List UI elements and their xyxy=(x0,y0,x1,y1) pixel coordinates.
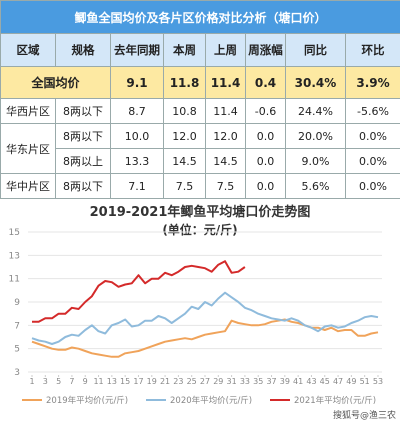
x-tick-label: 31 xyxy=(227,377,237,386)
table-cell: 9.0% xyxy=(285,148,346,174)
table-cell: -5.6% xyxy=(344,98,400,124)
table-cell: 14.5 xyxy=(163,148,206,174)
table-cell: 11.4 xyxy=(205,66,246,99)
x-tick-label: 41 xyxy=(293,377,303,386)
x-tick-label: 49 xyxy=(346,377,356,386)
legend-label: 2019年平均价(元/斤) xyxy=(46,395,128,406)
x-tick-label: 27 xyxy=(200,377,210,386)
watermark: 搜狐号@渔三农 xyxy=(333,409,396,421)
chart-subtitle: (单位：元/斤) xyxy=(162,222,237,237)
x-tick-label: 23 xyxy=(173,377,183,386)
y-tick-label: 13 xyxy=(9,251,20,261)
table-cell: 20.0% xyxy=(285,123,346,149)
table-cell: 规格 xyxy=(55,33,111,67)
x-tick-label: 37 xyxy=(266,377,276,386)
table-cell: 7.5 xyxy=(205,173,246,199)
series-line xyxy=(32,260,246,323)
legend-label: 2021年平均价(元/斤) xyxy=(294,395,376,406)
table-cell: 7.1 xyxy=(110,173,164,199)
table-cell: 8两以下 xyxy=(55,123,111,149)
table-cell: 11.8 xyxy=(163,66,206,99)
x-tick-label: 3 xyxy=(43,377,48,386)
table-cell: 8两以下 xyxy=(55,98,111,124)
table-cell: 14.5 xyxy=(205,148,246,174)
x-tick-label: 15 xyxy=(120,377,130,386)
y-tick-label: 5 xyxy=(14,345,20,355)
table-cell: 0.0 xyxy=(245,173,286,199)
table-cell: 周涨幅 xyxy=(245,33,286,67)
table-cell: 9.1 xyxy=(110,66,164,99)
table-cell: 华西片区 xyxy=(0,98,56,124)
chart: 2019-2021年鲫鱼平均塘口价走势图 (单位：元/斤) 3579111315… xyxy=(9,204,396,421)
table-title: 鲫鱼全国均价及各片区价格对比分析（塘口价） xyxy=(0,0,400,34)
x-tick-label: 25 xyxy=(187,377,197,386)
x-tick-label: 47 xyxy=(333,377,343,386)
x-tick-label: 5 xyxy=(56,377,61,386)
table-cell: 10.8 xyxy=(163,98,206,124)
x-tick-label: 33 xyxy=(240,377,250,386)
legend-label: 2020年平均价(元/斤) xyxy=(170,395,252,406)
table-cell: 7.5 xyxy=(163,173,206,199)
table-cell: 0.0 xyxy=(245,148,286,174)
x-tick-label: 9 xyxy=(83,377,88,386)
x-tick-label: 39 xyxy=(280,377,290,386)
table-cell: 8两以下 xyxy=(55,173,111,199)
table-cell: 华中片区 xyxy=(0,173,56,199)
x-tick-label: 13 xyxy=(107,377,117,386)
table-cell: 0.0% xyxy=(344,148,400,174)
chart-title: 2019-2021年鲫鱼平均塘口价走势图 xyxy=(90,204,311,220)
x-tick-label: 43 xyxy=(306,377,316,386)
table-cell: 3.9% xyxy=(344,66,400,99)
x-tick-label: 35 xyxy=(253,377,263,386)
table-cell: 11.4 xyxy=(205,98,246,124)
y-tick-label: 11 xyxy=(9,275,20,285)
x-tick-label: 29 xyxy=(213,377,223,386)
price-table: 鲫鱼全国均价及各片区价格对比分析（塘口价） 区域 规格 去年同期 本周 上周 周涨幅 同比环… xyxy=(0,0,400,199)
x-tick-label: 53 xyxy=(373,377,383,386)
table-cell: 10.0 xyxy=(110,123,164,149)
table-cell: 全国均价 xyxy=(0,66,111,99)
table-cell: 8两以上 xyxy=(55,148,111,174)
table-cell: 0.0% xyxy=(344,123,400,149)
table-cell: -0.6 xyxy=(245,98,286,124)
table-cell: 去年同期 xyxy=(110,33,164,67)
y-tick-label: 7 xyxy=(14,321,20,331)
table-cell: 12.0 xyxy=(205,123,246,149)
x-tick-label: 19 xyxy=(147,377,157,386)
table-cell: 8.7 xyxy=(110,98,164,124)
table-cell: 本周 xyxy=(163,33,206,67)
y-tick-label: 3 xyxy=(14,368,20,378)
x-tick-label: 17 xyxy=(133,377,143,386)
table-cell: 区域 xyxy=(0,33,56,67)
series-line xyxy=(31,291,379,345)
table-cell: 0.4 xyxy=(245,66,286,99)
table-cell: 0.0% xyxy=(344,173,400,199)
y-tick-label: 9 xyxy=(14,298,20,308)
table-cell: 环比 xyxy=(344,33,400,67)
table-cell: 0.0 xyxy=(245,123,286,149)
x-tick-label: 51 xyxy=(360,377,370,386)
table-cell: 13.3 xyxy=(110,148,164,174)
table-cell: 24.4% xyxy=(285,98,346,124)
table-cell: 30.4% xyxy=(285,66,346,99)
table-cell: 华东片区 xyxy=(0,123,56,174)
table-cell: 同比 xyxy=(285,33,346,67)
y-tick-label: 15 xyxy=(9,228,20,238)
table-cell: 5.6% xyxy=(285,173,346,199)
x-tick-label: 11 xyxy=(93,377,103,386)
x-tick-label: 45 xyxy=(320,377,330,386)
table-cell: 上周 xyxy=(205,33,246,67)
x-tick-label: 21 xyxy=(160,377,170,386)
table-cell: 12.0 xyxy=(163,123,206,149)
x-tick-label: 1 xyxy=(29,377,34,386)
x-tick-label: 7 xyxy=(69,377,74,386)
